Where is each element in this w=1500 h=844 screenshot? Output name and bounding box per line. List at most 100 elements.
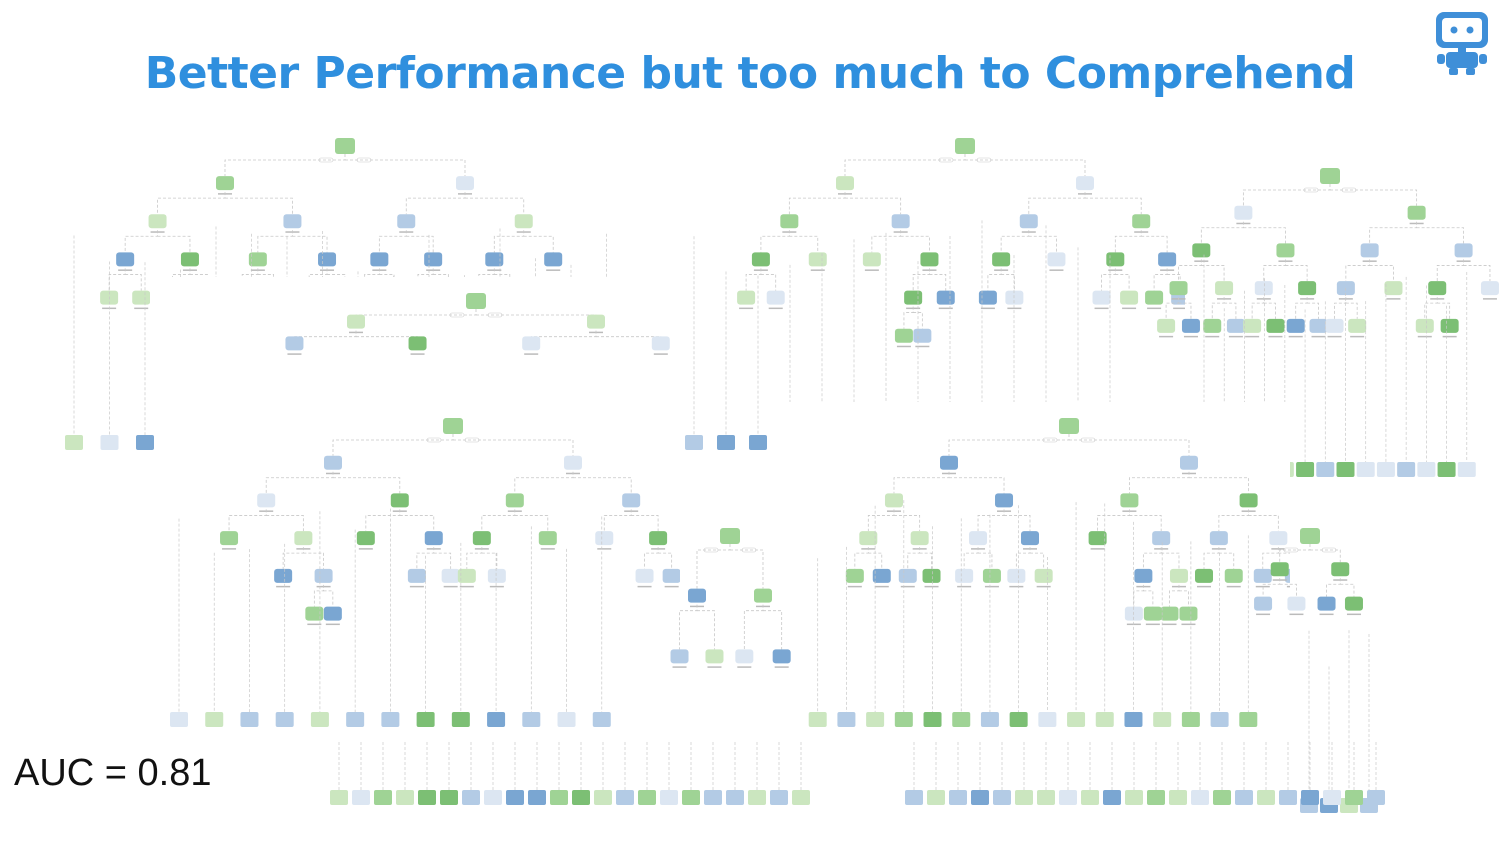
tree-node <box>443 418 463 434</box>
tree-node <box>720 528 740 544</box>
tree-leaf <box>330 790 348 805</box>
tree-node <box>1169 281 1188 296</box>
tree-leaf <box>550 790 568 805</box>
tree-node <box>1336 281 1355 296</box>
tree-node <box>1226 318 1245 333</box>
tree-leaf <box>1125 790 1143 805</box>
tree-node <box>1021 531 1040 546</box>
tree-node <box>564 455 582 470</box>
tree-node <box>1317 596 1336 611</box>
tree-leaf <box>923 712 942 727</box>
tree-leaf <box>1345 790 1363 805</box>
tree-leaf <box>726 790 744 805</box>
decision-tree <box>160 402 681 732</box>
tree-node <box>1320 168 1340 184</box>
tree-node <box>514 214 533 229</box>
tree-node <box>324 455 342 470</box>
tree-node <box>754 588 772 603</box>
tree-leaf <box>770 790 788 805</box>
tree-node <box>649 531 668 546</box>
tree-node <box>651 336 670 351</box>
tree-node <box>505 493 524 508</box>
tree-leaf <box>1009 712 1028 727</box>
tree-node <box>1325 318 1344 333</box>
tree-node <box>1132 214 1151 229</box>
tree-node <box>1209 531 1228 546</box>
tree-node <box>1254 281 1273 296</box>
tree-node <box>1195 568 1214 583</box>
tree-node <box>466 293 486 309</box>
tree-node <box>595 531 614 546</box>
slide-title: Better Performance but too much to Compr… <box>144 48 1356 99</box>
tree-node <box>323 606 342 621</box>
tree-node <box>487 568 506 583</box>
tree-leaf <box>682 790 700 805</box>
tree-node <box>995 493 1014 508</box>
tree-node <box>1309 318 1328 333</box>
tree-leaf <box>1397 462 1416 477</box>
tree-node <box>1384 281 1403 296</box>
tree-node <box>1034 568 1053 583</box>
tree-node <box>318 252 337 267</box>
tree-leaf <box>65 435 83 450</box>
tree-node <box>766 290 785 305</box>
tree-node <box>670 649 689 664</box>
tree-node <box>751 252 770 267</box>
tree-node <box>662 568 681 583</box>
decision-tree <box>770 402 1303 732</box>
tree-node <box>1407 205 1426 220</box>
tree-leaf <box>275 712 294 727</box>
tree-leaf <box>374 790 392 805</box>
tree-node <box>314 568 333 583</box>
tree-node <box>772 649 791 664</box>
tree-leaf <box>1147 790 1165 805</box>
tree-node <box>274 568 293 583</box>
tree-node <box>1157 318 1176 333</box>
tree-node <box>891 214 910 229</box>
tree-node <box>955 138 975 154</box>
tree-node <box>180 252 199 267</box>
tree-node <box>1134 568 1153 583</box>
tree-node <box>587 314 605 329</box>
tree-node <box>370 252 389 267</box>
tree-leaf <box>993 790 1011 805</box>
tree-node <box>859 531 878 546</box>
tree-node <box>1215 281 1234 296</box>
tree-node <box>1348 318 1367 333</box>
tree-leaf <box>952 712 971 727</box>
tree-leaf <box>528 790 546 805</box>
tree-leaf <box>1067 712 1086 727</box>
tree-node <box>1331 562 1350 577</box>
tree-node <box>347 314 365 329</box>
tree-node <box>1440 318 1459 333</box>
tree-node <box>1298 281 1317 296</box>
tree-leaf <box>416 712 435 727</box>
tree-node <box>1360 243 1379 258</box>
tree-leaf <box>1301 790 1319 805</box>
tree-node <box>1059 418 1079 434</box>
tree-leaf <box>1124 712 1143 727</box>
tree-node <box>992 252 1011 267</box>
tree-node <box>904 290 923 305</box>
tree-node <box>1120 493 1139 508</box>
tree-node <box>1005 290 1024 305</box>
tree-leaf <box>792 790 810 805</box>
tree-node <box>705 649 724 664</box>
tree-node <box>1181 318 1200 333</box>
tree-leaf <box>451 712 470 727</box>
tree-node <box>1152 531 1171 546</box>
tree-node <box>1019 214 1038 229</box>
tree-leaf <box>949 790 967 805</box>
tree-node <box>1224 568 1243 583</box>
tree-node <box>1300 528 1320 544</box>
tree-node <box>735 649 754 664</box>
tree-leaf <box>484 790 502 805</box>
tree-node <box>862 252 881 267</box>
tree-node <box>390 493 409 508</box>
tree-leaf <box>980 712 999 727</box>
tree-leaf <box>1376 462 1395 477</box>
tree-node <box>920 252 939 267</box>
tree-node <box>1203 318 1222 333</box>
tree-leaf <box>1437 462 1456 477</box>
